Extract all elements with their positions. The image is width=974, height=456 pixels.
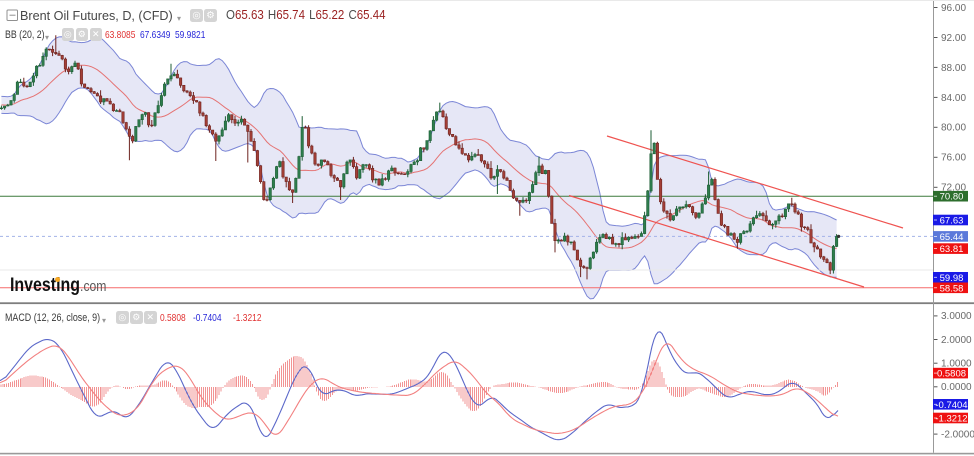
svg-text:3.0000: 3.0000 <box>941 311 972 322</box>
svg-text:70.80: 70.80 <box>940 192 964 203</box>
svg-text:63.81: 63.81 <box>940 244 964 255</box>
svg-text:72.00: 72.00 <box>941 183 966 194</box>
svg-text:59.98: 59.98 <box>940 273 964 284</box>
svg-text:65.44: 65.44 <box>940 232 964 243</box>
svg-text:67.63: 67.63 <box>940 216 964 227</box>
svg-text:-1.3212: -1.3212 <box>935 414 967 425</box>
svg-text:-0.7404: -0.7404 <box>935 400 967 411</box>
svg-text:2.0000: 2.0000 <box>941 335 972 346</box>
svg-text:92.00: 92.00 <box>941 33 966 44</box>
svg-text:0.5808: 0.5808 <box>937 369 966 380</box>
svg-text:1.0000: 1.0000 <box>941 359 972 370</box>
svg-text:58.58: 58.58 <box>940 283 964 294</box>
svg-text:80.00: 80.00 <box>941 123 966 134</box>
svg-text:88.00: 88.00 <box>941 63 966 74</box>
svg-text:84.00: 84.00 <box>941 93 966 104</box>
svg-text:0.0000: 0.0000 <box>941 382 972 393</box>
svg-text:76.00: 76.00 <box>941 153 966 164</box>
svg-text:-2.0000: -2.0000 <box>941 430 974 441</box>
svg-text:96.00: 96.00 <box>941 3 966 14</box>
